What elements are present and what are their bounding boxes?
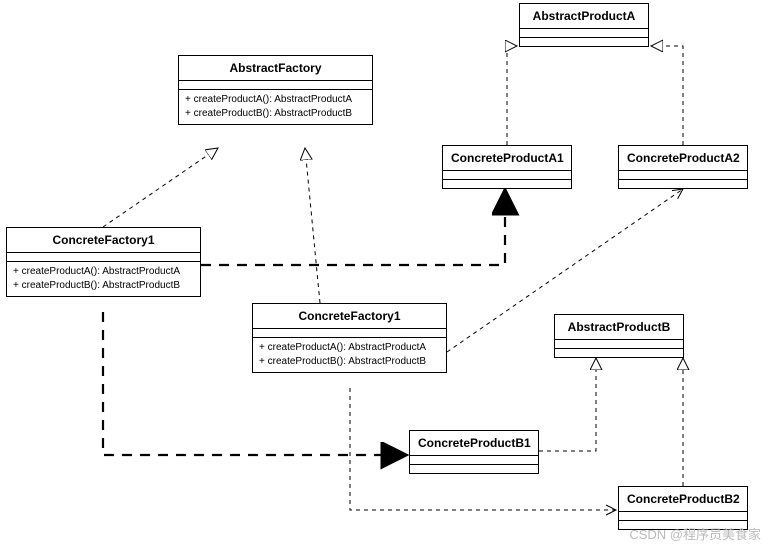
class-separator xyxy=(520,29,648,38)
class-title: ConcreteProductA1 xyxy=(443,146,571,171)
class-concrete-product-a2: ConcreteProductA2 xyxy=(618,145,748,189)
edge-realization xyxy=(305,148,320,303)
class-separator xyxy=(555,340,683,349)
edge-realization xyxy=(539,358,596,451)
class-title: ConcreteFactory1 xyxy=(253,304,446,329)
class-abstract-product-a: AbstractProductA xyxy=(519,3,649,47)
class-separator xyxy=(555,349,683,357)
class-title: ConcreteProductA2 xyxy=(619,146,747,171)
class-concrete-product-b1: ConcreteProductB1 xyxy=(409,430,539,474)
class-separator xyxy=(619,180,747,188)
class-op: + createProductA(): AbstractProductA xyxy=(185,93,366,107)
class-separator xyxy=(410,465,538,473)
class-separator xyxy=(410,456,538,465)
class-title: ConcreteProductB1 xyxy=(410,431,538,456)
class-op: + createProductA(): AbstractProductA xyxy=(13,265,194,279)
class-separator xyxy=(443,180,571,188)
class-op: + createProductB(): AbstractProductB xyxy=(13,279,194,293)
class-separator xyxy=(7,253,200,262)
class-concrete-factory-1b: ConcreteFactory1 + createProductA(): Abs… xyxy=(252,303,447,373)
edge-realization xyxy=(651,46,683,145)
class-operations: + createProductA(): AbstractProductA + c… xyxy=(7,262,200,296)
edge-realization xyxy=(103,148,218,227)
class-concrete-product-a1: ConcreteProductA1 xyxy=(442,145,572,189)
class-abstract-factory: AbstractFactory + createProductA(): Abst… xyxy=(178,55,373,125)
class-separator xyxy=(619,171,747,180)
class-op: + createProductB(): AbstractProductB xyxy=(185,107,366,121)
class-operations: + createProductA(): AbstractProductA + c… xyxy=(179,90,372,124)
class-separator xyxy=(520,38,648,46)
class-title: ConcreteFactory1 xyxy=(7,228,200,253)
edge-dependency-bold xyxy=(201,189,505,265)
class-separator xyxy=(179,81,372,90)
class-title: AbstractFactory xyxy=(179,56,372,81)
class-title: ConcreteProductB2 xyxy=(619,487,747,512)
class-title: AbstractProductB xyxy=(555,315,683,340)
class-title: AbstractProductA xyxy=(520,4,648,29)
watermark-text: CSDN @程序员美食家 xyxy=(629,524,761,543)
class-abstract-product-b: AbstractProductB xyxy=(554,314,684,358)
class-op: + createProductA(): AbstractProductA xyxy=(259,341,440,355)
class-op: + createProductB(): AbstractProductB xyxy=(259,355,440,369)
edge-realization xyxy=(507,46,517,145)
class-separator xyxy=(253,329,446,338)
class-concrete-factory-1a: ConcreteFactory1 + createProductA(): Abs… xyxy=(6,227,201,297)
class-operations: + createProductA(): AbstractProductA + c… xyxy=(253,338,446,372)
class-separator xyxy=(619,512,747,521)
class-separator xyxy=(443,171,571,180)
